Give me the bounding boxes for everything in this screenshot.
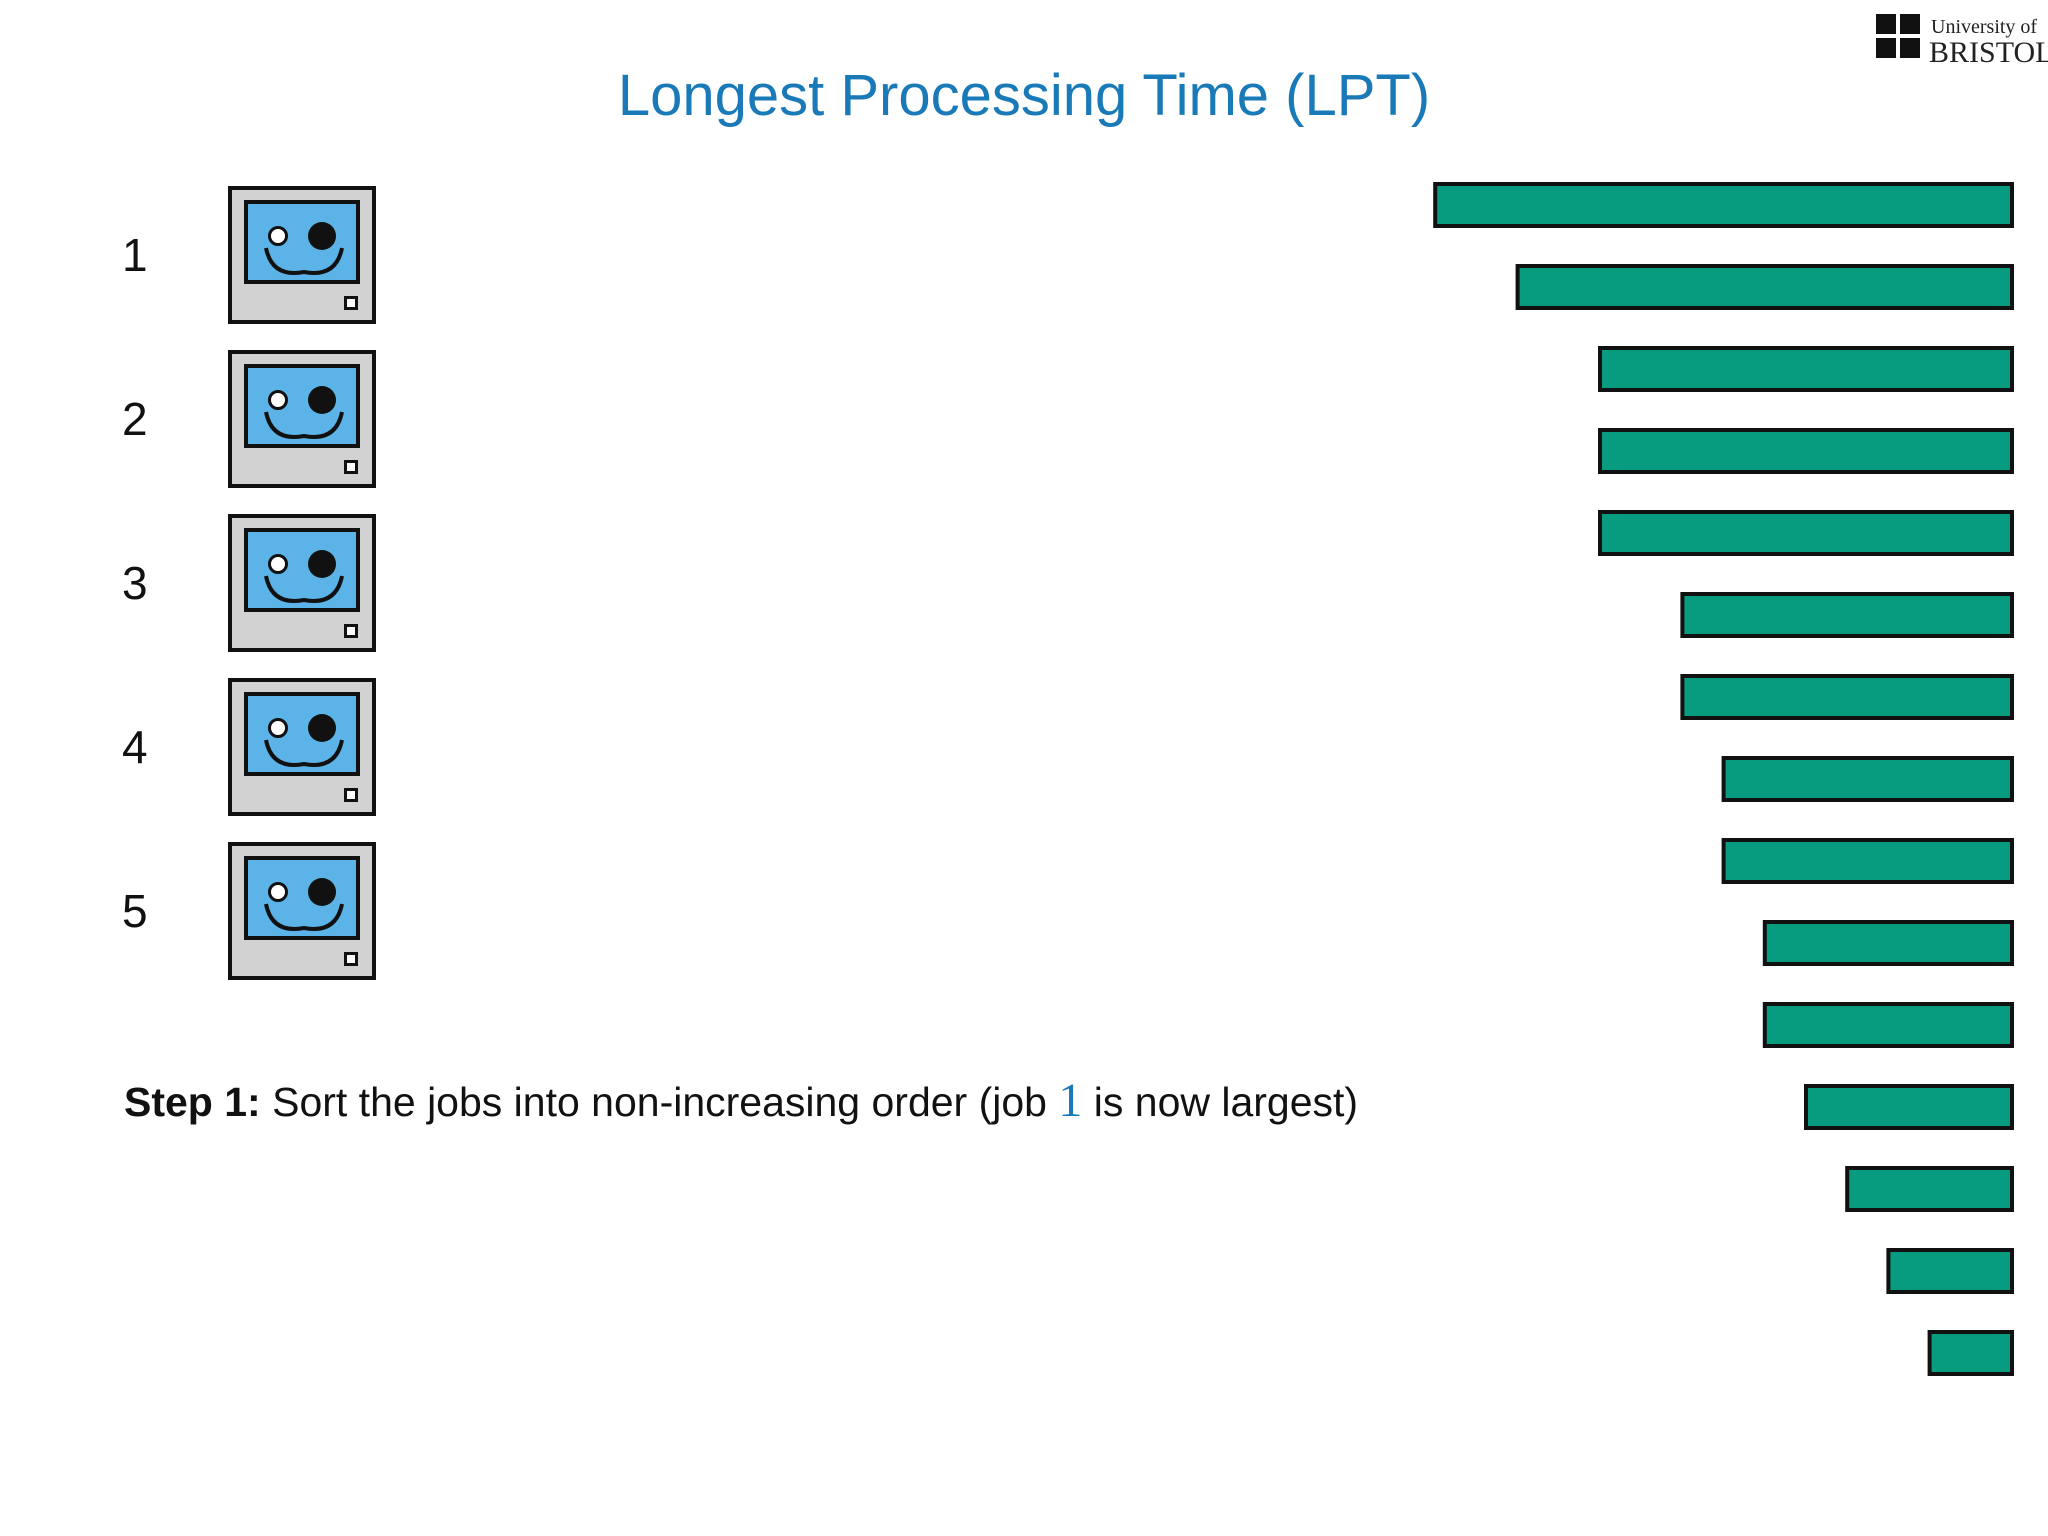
eye-right (308, 222, 336, 250)
power-button-icon (344, 624, 358, 638)
job-bar (1680, 592, 2015, 638)
screen (244, 364, 360, 448)
machine-row: 2 (0, 350, 420, 490)
step-description: Step 1: Sort the jobs into non-increasin… (124, 1073, 1358, 1128)
screen (244, 200, 360, 284)
job-bar (1680, 674, 2015, 720)
smile (264, 411, 344, 439)
power-button-icon (344, 296, 358, 310)
job-bar (1721, 838, 2014, 884)
page-title: Longest Processing Time (LPT) (617, 63, 1431, 128)
job-bar (1598, 510, 2014, 556)
computer-icon (228, 514, 376, 652)
screen (244, 528, 360, 612)
logo-text-line1: University of (1931, 16, 2038, 38)
step-text-after: is now largest) (1082, 1079, 1359, 1125)
machine-label: 5 (122, 885, 148, 937)
computer-icon (228, 186, 376, 324)
job-bar (1886, 1248, 2015, 1294)
smile (264, 903, 344, 931)
machine-label: 4 (122, 721, 148, 773)
job-bar (1762, 1002, 2015, 1048)
crest-icon (1876, 14, 1922, 60)
smile (264, 739, 344, 767)
power-button-icon (344, 952, 358, 966)
university-logo: University of BRISTOL (1876, 12, 2048, 69)
machine-label: 3 (122, 557, 148, 609)
smile (264, 247, 344, 275)
eye-left (268, 554, 288, 574)
eye-right (308, 878, 336, 906)
eye-left (268, 718, 288, 738)
machine-row: 4 (0, 678, 420, 818)
machine-row: 1 (0, 186, 420, 326)
machine-label: 1 (122, 229, 148, 281)
eye-right (308, 714, 336, 742)
job-bar (1598, 428, 2014, 474)
machine-label: 2 (122, 393, 148, 445)
eye-right (308, 386, 336, 414)
machine-row: 3 (0, 514, 420, 654)
eye-left (268, 882, 288, 902)
eye-right (308, 550, 336, 578)
job-bar (1598, 346, 2014, 392)
job-bar (1927, 1330, 2014, 1376)
job-bar (1515, 264, 2014, 310)
eye-left (268, 390, 288, 410)
computer-icon (228, 842, 376, 980)
logo-text-line2: BRISTOL (1929, 36, 2048, 69)
step-job-number: 1 (1058, 1074, 1083, 1127)
job-bar (1804, 1084, 2014, 1130)
screen (244, 856, 360, 940)
step-text-before: Sort the jobs into non-increasing order … (260, 1079, 1059, 1125)
job-bar (1433, 182, 2014, 228)
power-button-icon (344, 788, 358, 802)
screen (244, 692, 360, 776)
computer-icon (228, 678, 376, 816)
power-button-icon (344, 460, 358, 474)
job-bar (1845, 1166, 2014, 1212)
computer-icon (228, 350, 376, 488)
step-label: Step 1: (124, 1079, 261, 1125)
job-bar (1762, 920, 2015, 966)
job-bar (1721, 756, 2014, 802)
eye-left (268, 226, 288, 246)
smile (264, 575, 344, 603)
machine-row: 5 (0, 842, 420, 982)
